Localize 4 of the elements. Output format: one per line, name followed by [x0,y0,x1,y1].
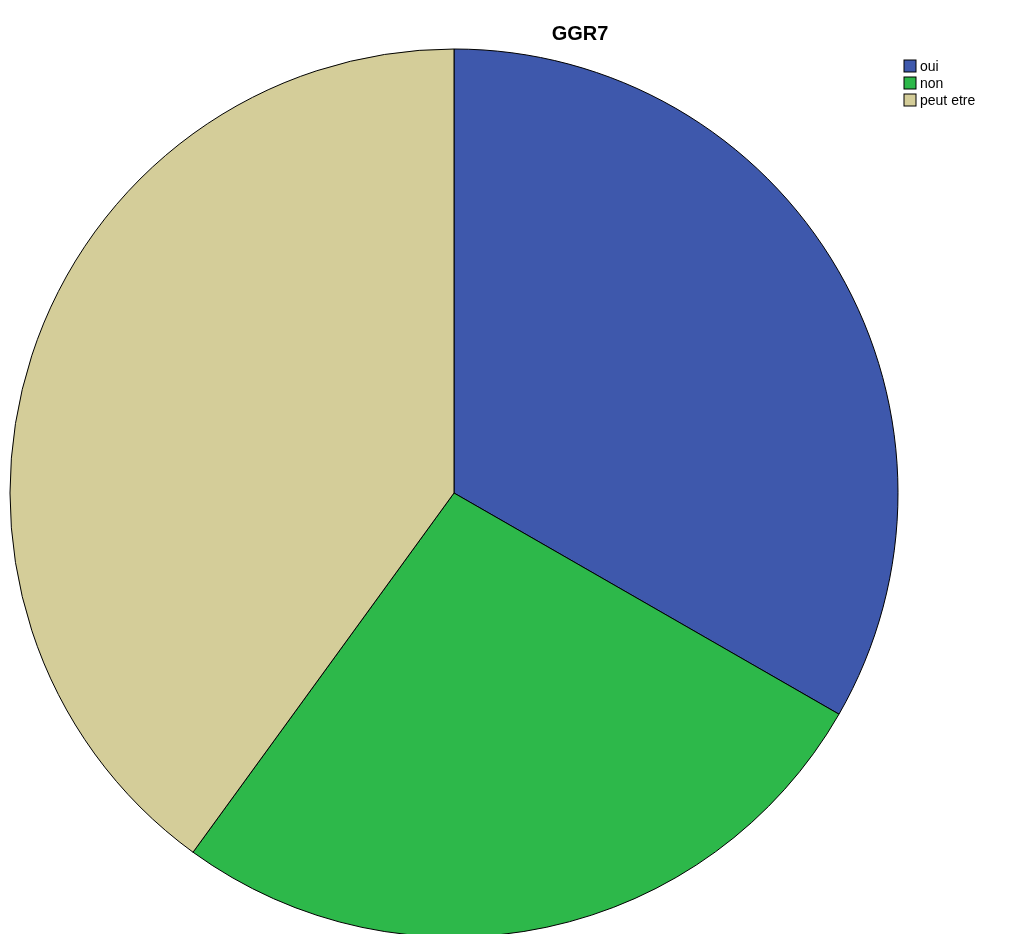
legend-label: non [920,75,944,91]
legend-label: peut etre [920,92,976,108]
legend-label: oui [920,58,939,74]
chart-title: GGR7 [551,22,609,44]
